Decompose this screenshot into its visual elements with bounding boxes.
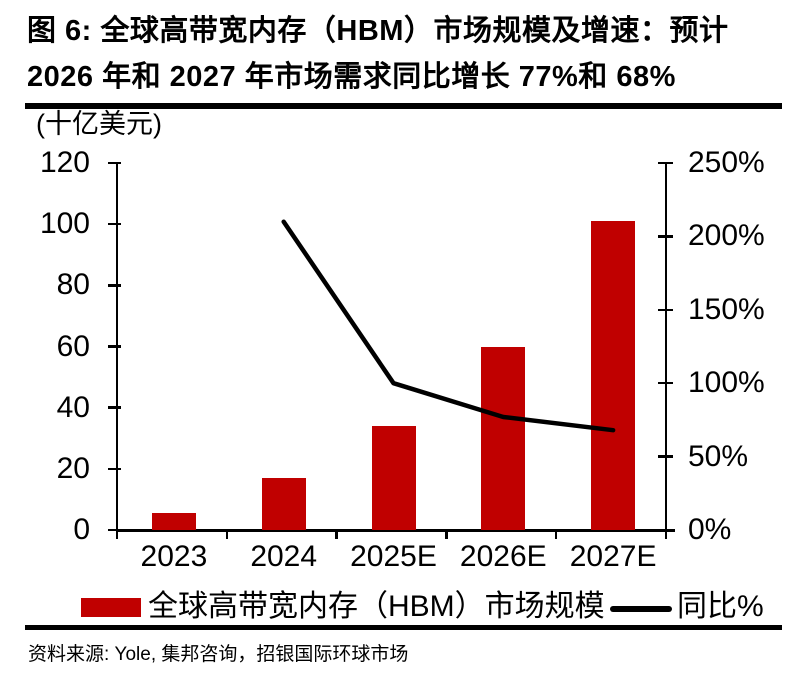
x-axis-label: 2026E bbox=[459, 540, 547, 573]
bar bbox=[481, 346, 526, 530]
left-axis-tick-label: 80 bbox=[56, 268, 90, 302]
left-axis-unit-label: (十亿美元) bbox=[36, 109, 162, 139]
bar bbox=[591, 221, 636, 530]
left-axis-tick bbox=[108, 161, 121, 165]
left-axis-tick bbox=[108, 345, 121, 348]
x-axis-tick bbox=[664, 530, 668, 539]
figure-title-line2: 2026 年和 2027 年市场需求同比增长 77%和 68% bbox=[27, 61, 676, 93]
x-axis-label: 2027E bbox=[569, 540, 657, 573]
right-axis-tick-label: 100% bbox=[688, 366, 765, 400]
figure-title-line1: 图 6: 全球高带宽内存（HBM）市场规模及增速：预计 bbox=[27, 15, 729, 47]
bar bbox=[371, 426, 416, 530]
right-axis-tick-label: 150% bbox=[688, 292, 765, 326]
right-axis-tick-label: 200% bbox=[688, 219, 765, 253]
left-axis-tick bbox=[108, 528, 121, 532]
x-axis-label: 2025E bbox=[350, 540, 437, 573]
x-axis-label: 2023 bbox=[140, 540, 208, 573]
left-axis-tick-label: 60 bbox=[56, 329, 90, 363]
yoy-line bbox=[281, 219, 616, 433]
source-note: 资料来源: Yole, 集邦咨询，招银国际环球市场 bbox=[28, 644, 409, 665]
left-axis-tick bbox=[108, 467, 121, 471]
x-axis-tick bbox=[554, 530, 558, 539]
left-axis-tick-label: 40 bbox=[56, 390, 90, 424]
figure-title: 图 6: 全球高带宽内存（HBM）市场规模及增速：预计 2026 年和 2027… bbox=[27, 8, 787, 100]
left-axis-tick-label: 100 bbox=[39, 207, 90, 241]
footer-divider bbox=[25, 625, 782, 630]
left-axis-tick-label: 20 bbox=[56, 451, 90, 485]
left-axis-tick bbox=[108, 284, 121, 287]
x-axis-tick bbox=[225, 530, 229, 539]
legend-bar-label: 全球高带宽内存（HBM）市场规模 bbox=[148, 590, 605, 623]
legend-bar-swatch bbox=[81, 598, 141, 617]
left-axis-tick-label: 0 bbox=[73, 513, 90, 546]
right-axis-tick bbox=[658, 455, 673, 458]
right-axis-tick bbox=[658, 308, 673, 312]
right-axis-tick bbox=[658, 235, 673, 238]
x-axis-line bbox=[115, 528, 675, 532]
title-divider bbox=[25, 103, 782, 109]
bar bbox=[261, 478, 306, 530]
x-axis-tick bbox=[445, 530, 448, 539]
legend-line-label: 同比% bbox=[677, 590, 764, 623]
left-axis-tick bbox=[108, 222, 121, 226]
legend-line-swatch bbox=[610, 606, 672, 612]
left-axis-tick-label: 120 bbox=[39, 146, 90, 179]
x-axis-label: 2024 bbox=[250, 540, 318, 573]
right-axis-tick bbox=[658, 161, 673, 165]
right-axis-tick-label: 0% bbox=[688, 513, 732, 546]
x-axis-tick bbox=[335, 530, 338, 539]
right-axis-tick-label: 50% bbox=[688, 439, 749, 473]
right-axis-line bbox=[664, 162, 667, 531]
right-axis-tick-label: 250% bbox=[688, 146, 765, 179]
right-axis-tick bbox=[658, 381, 673, 385]
x-axis-tick bbox=[115, 530, 119, 539]
left-axis-tick bbox=[108, 406, 121, 409]
bar bbox=[151, 513, 196, 530]
